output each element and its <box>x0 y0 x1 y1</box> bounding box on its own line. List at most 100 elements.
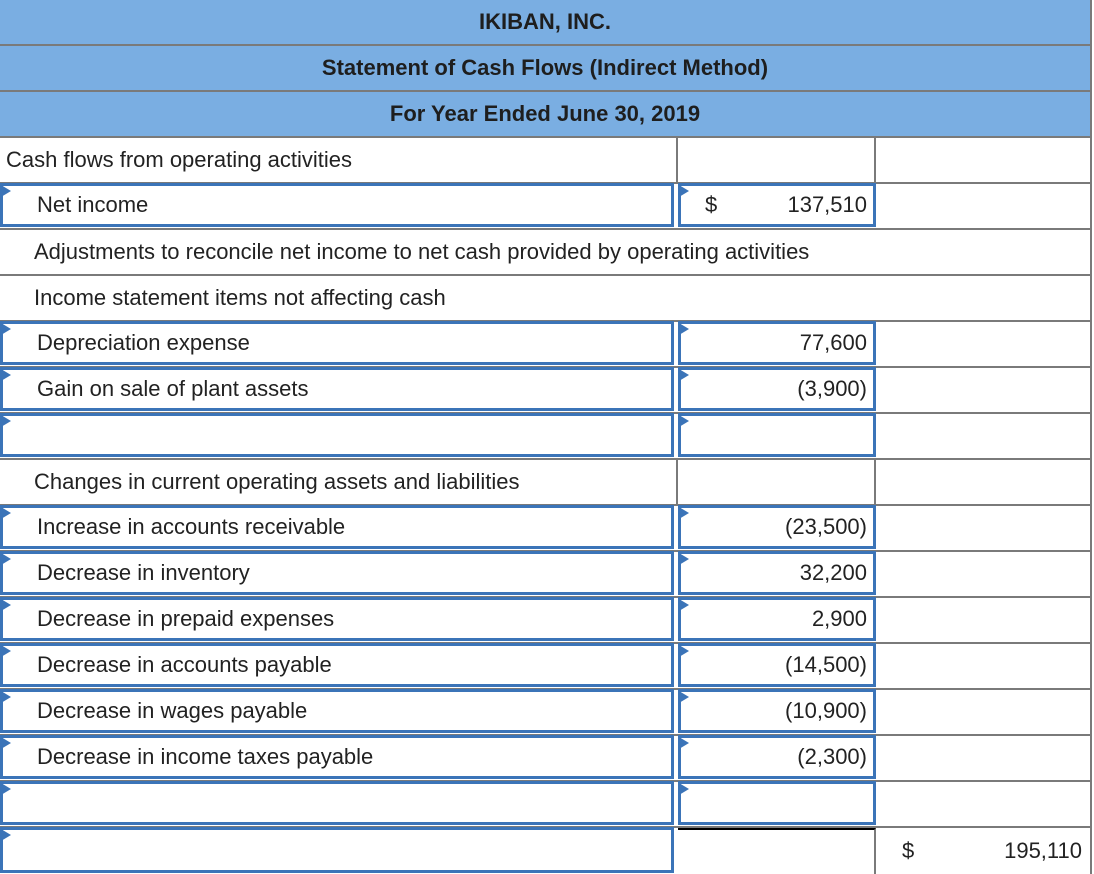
row-label: Decrease in wages payable <box>37 698 308 723</box>
section-label: Changes in current operating assets and … <box>0 460 678 504</box>
label-dropdown[interactable]: Gain on sale of plant assets <box>0 367 674 411</box>
amount-input[interactable] <box>678 781 876 825</box>
amount-value: 137,510 <box>787 192 867 217</box>
dropdown-marker-icon <box>1 507 11 519</box>
row-label: Decrease in income taxes payable <box>37 744 374 769</box>
subsection-heading-row: Income statement items not affecting cas… <box>0 276 1090 322</box>
amount-input[interactable]: (23,500) <box>678 505 876 549</box>
row-label: Gain on sale of plant assets <box>37 376 309 401</box>
table-row: Depreciation expense 77,600 <box>0 321 1090 368</box>
subsection-heading-row: Changes in current operating assets and … <box>0 460 1090 506</box>
statement-title: Statement of Cash Flows (Indirect Method… <box>0 46 1090 92</box>
total-cell <box>876 184 1090 228</box>
table-row: Gain on sale of plant assets (3,900) <box>0 367 1090 414</box>
table-row: Decrease in inventory 32,200 <box>0 551 1090 598</box>
label-dropdown[interactable]: Depreciation expense <box>0 321 674 365</box>
section-heading-row: Cash flows from operating activities <box>0 138 1090 184</box>
amount-input[interactable] <box>678 413 876 457</box>
amount-input[interactable]: (10,900) <box>678 689 876 733</box>
dropdown-marker-icon <box>1 599 11 611</box>
dropdown-marker-icon <box>679 553 689 565</box>
currency-symbol: $ <box>705 192 718 217</box>
dropdown-marker-icon <box>679 691 689 703</box>
dropdown-marker-icon <box>1 783 11 795</box>
amount-value: (2,300) <box>797 744 867 769</box>
dropdown-marker-icon <box>679 507 689 519</box>
amount-input[interactable]: (14,500) <box>678 643 876 687</box>
dropdown-marker-icon <box>679 599 689 611</box>
row-label: Decrease in accounts payable <box>37 652 332 677</box>
statement-period: For Year Ended June 30, 2019 <box>0 92 1090 138</box>
label-dropdown[interactable] <box>0 413 674 457</box>
row-label: Net income <box>37 192 149 217</box>
label-dropdown[interactable]: Increase in accounts receivable <box>0 505 674 549</box>
total-cell <box>876 322 1090 366</box>
amount-value: (14,500) <box>785 652 867 677</box>
total-cell <box>876 506 1090 550</box>
dropdown-marker-icon <box>1 369 11 381</box>
section-label: Cash flows from operating activities <box>0 138 678 182</box>
dropdown-marker-icon <box>679 415 689 427</box>
amount-cell <box>678 460 876 504</box>
total-cell <box>876 736 1090 780</box>
company-name: IKIBAN, INC. <box>0 0 1090 46</box>
amount-input[interactable]: 77,600 <box>678 321 876 365</box>
dropdown-marker-icon <box>679 369 689 381</box>
dropdown-marker-icon <box>1 553 11 565</box>
amount-value: 32,200 <box>799 560 867 585</box>
total-cell <box>876 552 1090 596</box>
amount-value: 77,600 <box>799 330 867 355</box>
amount-input[interactable]: 32,200 <box>678 551 876 595</box>
label-dropdown[interactable] <box>0 827 674 873</box>
table-row-empty <box>0 781 1090 828</box>
amount-value: (23,500) <box>785 514 867 539</box>
total-value: 195,110 <box>1004 838 1082 863</box>
table-row: Increase in accounts receivable (23,500) <box>0 505 1090 552</box>
table-row-net-income: Net income $137,510 <box>0 183 1090 230</box>
table-row: Decrease in wages payable (10,900) <box>0 689 1090 736</box>
amount-value: (10,900) <box>785 698 867 723</box>
row-label: Decrease in inventory <box>37 560 250 585</box>
label-dropdown[interactable]: Net income <box>0 183 674 227</box>
label-dropdown[interactable] <box>0 781 674 825</box>
dropdown-marker-icon <box>1 829 11 841</box>
dropdown-marker-icon <box>679 185 689 197</box>
table-row-empty <box>0 413 1090 460</box>
dropdown-marker-icon <box>1 691 11 703</box>
adjustments-heading-row: Adjustments to reconcile net income to n… <box>0 230 1090 276</box>
amount-value: 2,900 <box>811 606 867 631</box>
total-cell <box>876 460 1090 504</box>
label-dropdown[interactable]: Decrease in accounts payable <box>0 643 674 687</box>
dropdown-marker-icon <box>1 185 11 197</box>
section-label: Income statement items not affecting cas… <box>34 285 446 310</box>
amount-cell <box>678 138 876 182</box>
table-row: Decrease in accounts payable (14,500) <box>0 643 1090 690</box>
label-dropdown[interactable]: Decrease in wages payable <box>0 689 674 733</box>
amount-value: (3,900) <box>797 376 867 401</box>
table-row: Decrease in income taxes payable (2,300) <box>0 735 1090 782</box>
amount-input[interactable]: (3,900) <box>678 367 876 411</box>
dropdown-marker-icon <box>679 323 689 335</box>
dropdown-marker-icon <box>679 737 689 749</box>
amount-input[interactable]: $137,510 <box>678 183 876 227</box>
total-cell <box>876 690 1090 734</box>
row-label: Depreciation expense <box>37 330 250 355</box>
total-cell: $195,110 <box>876 828 1090 874</box>
label-dropdown[interactable]: Decrease in inventory <box>0 551 674 595</box>
dropdown-marker-icon <box>1 415 11 427</box>
dropdown-marker-icon <box>1 645 11 657</box>
amount-input[interactable]: (2,300) <box>678 735 876 779</box>
label-dropdown[interactable]: Decrease in income taxes payable <box>0 735 674 779</box>
table-row: Decrease in prepaid expenses 2,900 <box>0 597 1090 644</box>
total-cell <box>876 782 1090 826</box>
section-label: Adjustments to reconcile net income to n… <box>34 239 810 264</box>
amount-input[interactable]: 2,900 <box>678 597 876 641</box>
row-label: Decrease in prepaid expenses <box>37 606 335 631</box>
dropdown-marker-icon <box>1 737 11 749</box>
label-dropdown[interactable]: Decrease in prepaid expenses <box>0 597 674 641</box>
dropdown-marker-icon <box>1 323 11 335</box>
total-cell <box>876 138 1090 182</box>
dropdown-marker-icon <box>679 783 689 795</box>
row-label: Increase in accounts receivable <box>37 514 346 539</box>
